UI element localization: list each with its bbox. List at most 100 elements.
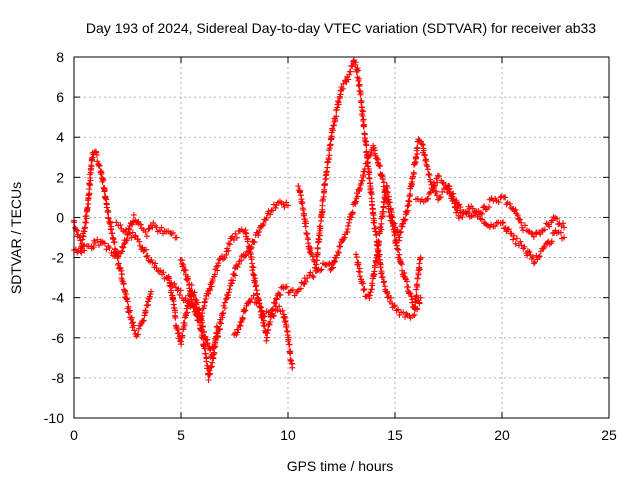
data-point	[215, 333, 222, 340]
data-point	[347, 68, 354, 75]
data-point	[285, 202, 291, 209]
data-point	[265, 208, 272, 215]
data-point	[355, 75, 362, 82]
data-point	[144, 252, 151, 259]
data-point	[191, 289, 198, 296]
data-point	[499, 220, 506, 227]
data-point	[554, 215, 561, 222]
data-point	[254, 291, 261, 298]
data-point	[244, 238, 251, 245]
data-point	[256, 297, 263, 304]
data-point	[289, 286, 296, 293]
data-point	[502, 194, 509, 201]
data-point	[265, 326, 272, 333]
data-point	[299, 199, 306, 206]
data-point	[366, 292, 373, 299]
data-point	[301, 210, 308, 217]
data-point	[258, 304, 265, 311]
data-point	[228, 280, 235, 287]
data-point	[307, 249, 314, 256]
y-tick-label: 0	[56, 209, 64, 225]
data-point	[313, 261, 320, 268]
data-point	[176, 291, 183, 298]
y-axis-label: SDTVAR / TECUs	[8, 182, 24, 294]
data-point	[369, 280, 376, 287]
data-point	[160, 269, 167, 276]
y-tick-label: -10	[44, 410, 64, 426]
data-point	[132, 232, 139, 239]
data-point	[203, 358, 210, 365]
y-tick-label: 6	[56, 89, 64, 105]
data-point	[540, 245, 547, 252]
data-point	[389, 223, 396, 230]
data-point	[123, 226, 130, 233]
y-tick-label: 2	[56, 169, 64, 185]
series-10	[353, 182, 424, 312]
data-point	[200, 342, 207, 349]
data-point	[158, 224, 165, 231]
data-point	[559, 220, 566, 227]
data-point	[470, 212, 477, 219]
data-point	[272, 204, 279, 211]
data-point	[137, 221, 144, 228]
data-point	[555, 221, 562, 228]
data-point	[101, 240, 108, 247]
data-point	[529, 254, 536, 261]
data-point	[225, 292, 232, 299]
data-point	[433, 188, 440, 195]
data-point	[182, 310, 189, 317]
data-point	[352, 59, 359, 66]
data-point	[478, 216, 485, 223]
data-point	[353, 68, 360, 75]
data-point	[140, 317, 147, 324]
data-point	[112, 249, 119, 256]
data-point	[182, 295, 189, 302]
data-point	[459, 213, 466, 220]
data-point	[295, 183, 302, 190]
series-7	[295, 57, 424, 321]
data-point	[414, 144, 421, 151]
data-point	[400, 309, 407, 316]
data-point	[424, 163, 431, 170]
data-point	[180, 261, 187, 268]
data-point	[94, 158, 101, 165]
data-point	[297, 285, 304, 292]
data-point	[356, 185, 363, 192]
data-point	[365, 171, 372, 178]
data-point	[182, 267, 189, 274]
data-point	[172, 314, 179, 321]
data-point	[333, 113, 340, 120]
data-point	[485, 204, 492, 211]
data-point	[389, 214, 396, 221]
data-point	[272, 300, 279, 307]
data-point	[202, 350, 209, 357]
data-point	[250, 270, 257, 277]
data-point	[130, 319, 137, 326]
data-point	[179, 333, 186, 340]
data-point	[401, 217, 408, 224]
data-point	[221, 305, 228, 312]
data-point	[273, 296, 280, 303]
data-point	[199, 310, 206, 317]
data-point	[206, 367, 213, 374]
data-point	[281, 318, 288, 325]
data-point	[552, 227, 559, 234]
data-point	[247, 245, 254, 252]
data-point	[113, 219, 120, 226]
data-point	[402, 216, 409, 223]
data-point	[514, 212, 521, 219]
data-point	[377, 163, 384, 170]
data-point	[354, 193, 361, 200]
data-point	[221, 254, 228, 261]
series-2	[71, 211, 180, 260]
data-point	[392, 240, 399, 247]
data-point	[561, 224, 568, 231]
series-4	[164, 198, 291, 360]
data-point	[454, 207, 461, 214]
data-point	[442, 182, 449, 189]
data-point	[252, 278, 259, 285]
data-point	[231, 265, 238, 272]
data-point	[120, 244, 127, 251]
data-point	[126, 230, 133, 237]
data-point	[209, 359, 216, 366]
